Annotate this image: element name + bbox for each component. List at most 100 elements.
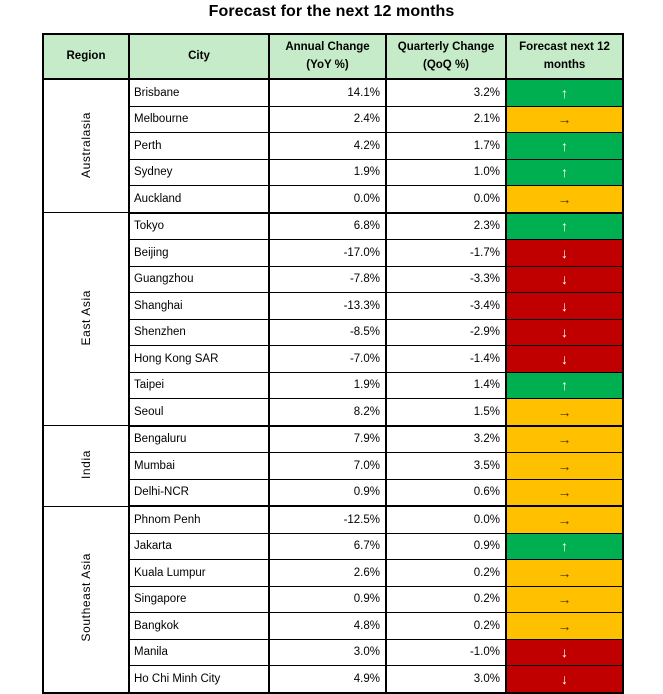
forecast-cell: ↓ [505, 345, 624, 373]
city-name-cell: Manila [128, 638, 270, 666]
column-header-annual-change: Annual Change (YoY %) [268, 33, 387, 80]
region-cell-east-asia: East Asia [42, 212, 130, 426]
table-row: Sydney 1.9% 1.0% ↑ [43, 158, 624, 186]
region-label: East Asia [79, 289, 93, 346]
qoq-value-cell: 1.5% [385, 398, 507, 427]
forecast-cell: ↑ [505, 158, 624, 186]
qoq-value-cell: 0.0% [385, 185, 507, 214]
down-arrow-icon: ↓ [561, 350, 568, 367]
column-header-sublabel: (QoQ %) [423, 58, 469, 71]
yoy-value-cell: 8.2% [268, 398, 387, 427]
down-arrow-icon: ↓ [561, 324, 568, 341]
qoq-value-cell: 0.2% [385, 585, 507, 613]
qoq-value-cell: 2.3% [385, 212, 507, 240]
forecast-cell: ↓ [505, 665, 624, 694]
right-arrow-icon: → [557, 564, 572, 581]
table-row: Jakarta 6.7% 0.9% ↑ [43, 532, 624, 560]
forecast-cell: → [505, 505, 624, 534]
forecast-cell: → [505, 559, 624, 587]
table-row: Auckland 0.0% 0.0% → [43, 185, 624, 214]
city-name-cell: Brisbane [128, 78, 270, 107]
forecast-cell: → [505, 425, 624, 453]
region-cell-australasia: Australasia [42, 78, 130, 213]
qoq-value-cell: 3.2% [385, 78, 507, 107]
column-header-label: Forecast next 12 [519, 41, 610, 54]
table-row: East Asia Tokyo 6.8% 2.3% ↑ [42, 212, 624, 426]
city-name-cell: Jakarta [128, 532, 270, 560]
city-name-cell: Ho Chi Minh City [128, 665, 270, 694]
yoy-value-cell: -7.8% [268, 265, 387, 293]
forecast-cell: ↑ [505, 212, 624, 240]
right-arrow-icon: → [557, 617, 572, 634]
qoq-value-cell: 0.0% [385, 505, 507, 534]
yoy-value-cell: 14.1% [268, 78, 387, 107]
yoy-value-cell: -7.0% [268, 345, 387, 373]
region-label: Australasia [79, 111, 93, 178]
forecast-cell: ↑ [505, 532, 624, 560]
yoy-value-cell: 1.9% [268, 158, 387, 186]
forecast-cell: → [505, 612, 624, 640]
forecast-cell: ↑ [505, 371, 624, 399]
column-header-label: Annual Change [285, 41, 370, 54]
qoq-value-cell: 0.2% [385, 612, 507, 640]
column-header-region: Region [42, 33, 130, 80]
qoq-value-cell: -3.3% [385, 265, 507, 293]
forecast-cell: → [505, 105, 624, 133]
column-header-label: City [188, 49, 210, 62]
table-row: Guangzhou -7.8% -3.3% ↓ [43, 265, 624, 293]
city-name-cell: Singapore [128, 585, 270, 613]
city-name-cell: Auckland [128, 185, 270, 214]
city-name-cell: Bangkok [128, 612, 270, 640]
yoy-value-cell: 3.0% [268, 638, 387, 666]
right-arrow-icon: → [557, 591, 572, 608]
page-title: Forecast for the next 12 months [208, 3, 455, 20]
forecast-table: Region City Annual Change (YoY %) Quarte… [42, 33, 624, 694]
qoq-value-cell: -1.7% [385, 239, 507, 267]
region-cell-india: India [42, 425, 130, 507]
forecast-cell: ↓ [505, 318, 624, 346]
down-arrow-icon: ↓ [561, 670, 568, 687]
down-arrow-icon: ↓ [561, 244, 568, 261]
qoq-value-cell: 3.5% [385, 452, 507, 480]
yoy-value-cell: 0.0% [268, 185, 387, 214]
up-arrow-icon: ↑ [561, 538, 568, 555]
table-row: Hong Kong SAR -7.0% -1.4% ↓ [43, 345, 624, 373]
city-name-cell: Tokyo [128, 212, 270, 240]
city-name-cell: Beijing [128, 239, 270, 267]
table-row: Southeast Asia Phnom Penh -12.5% 0.0% → [42, 505, 624, 693]
right-arrow-icon: → [557, 484, 572, 501]
yoy-value-cell: -13.3% [268, 292, 387, 320]
column-header-forecast: Forecast next 12 months [505, 33, 624, 80]
forecast-cell: ↓ [505, 638, 624, 666]
region-label: India [79, 449, 93, 479]
yoy-value-cell: 4.8% [268, 612, 387, 640]
table-row: Melbourne 2.4% 2.1% → [43, 105, 624, 133]
forecast-cell: → [505, 478, 624, 507]
up-arrow-icon: ↑ [561, 137, 568, 154]
forecast-cell: ↑ [505, 132, 624, 160]
table-row: Mumbai 7.0% 3.5% → [43, 452, 624, 480]
qoq-value-cell: 1.0% [385, 158, 507, 186]
city-name-cell: Phnom Penh [128, 505, 270, 534]
table-row: Beijing -17.0% -1.7% ↓ [43, 239, 624, 267]
city-name-cell: Mumbai [128, 452, 270, 480]
table-row: India Bengaluru 7.9% 3.2% → [42, 425, 624, 507]
table-row: Singapore 0.9% 0.2% → [43, 585, 624, 613]
table-row: Seoul 8.2% 1.5% → [43, 398, 624, 427]
city-name-cell: Kuala Lumpur [128, 559, 270, 587]
up-arrow-icon: ↑ [561, 218, 568, 235]
qoq-value-cell: -1.4% [385, 345, 507, 373]
qoq-value-cell: 0.6% [385, 478, 507, 507]
city-name-cell: Perth [128, 132, 270, 160]
up-arrow-icon: ↑ [561, 164, 568, 181]
forecast-cell: → [505, 585, 624, 613]
city-name-cell: Shenzhen [128, 318, 270, 346]
qoq-value-cell: 2.1% [385, 105, 507, 133]
header-row: Region City Annual Change (YoY %) Quarte… [42, 33, 624, 80]
table-row: Manila 3.0% -1.0% ↓ [43, 638, 624, 666]
table-body: Australasia Brisbane 14.1% 3.2% ↑ Melbourne 2.… [42, 78, 624, 694]
column-header-sublabel: months [543, 58, 586, 71]
table-row: Perth 4.2% 1.7% ↑ [43, 132, 624, 160]
down-arrow-icon: ↓ [561, 271, 568, 288]
column-header-label: Quarterly Change [397, 41, 495, 54]
